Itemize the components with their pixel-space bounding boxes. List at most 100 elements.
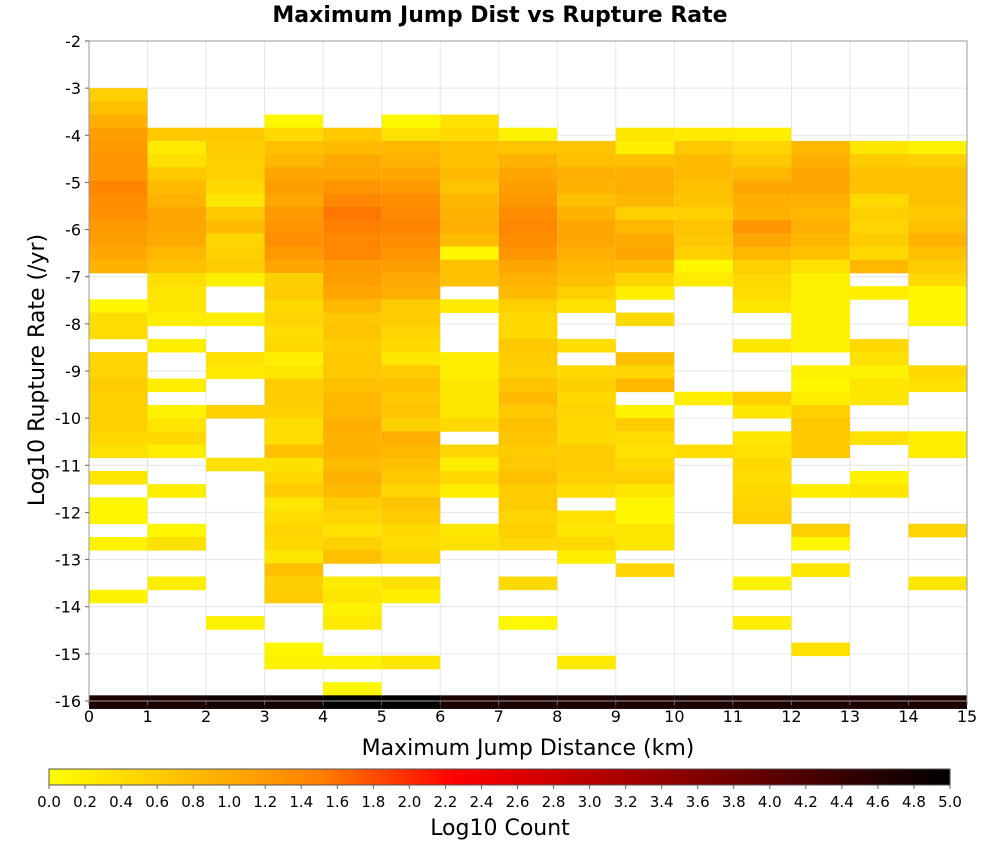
- heatmap-cell: [732, 484, 792, 498]
- heatmap-cell: [498, 523, 558, 538]
- heatmap-cell: [323, 616, 382, 630]
- heatmap-cell: [732, 470, 792, 485]
- heatmap-cell: [908, 193, 967, 208]
- heatmap-cell: [557, 259, 616, 274]
- heatmap-cell: [557, 233, 616, 247]
- heatmap-cell: [791, 365, 850, 379]
- heatmap-cell: [791, 523, 850, 538]
- heatmap-cell: [323, 338, 382, 353]
- heatmap-cell: [147, 127, 207, 142]
- heatmap-cell: [498, 431, 558, 445]
- heatmap-cell: [264, 470, 324, 485]
- heatmap-cell: [615, 154, 675, 168]
- heatmap-cell: [557, 338, 616, 353]
- heatmap-cell: [674, 154, 733, 168]
- heatmap-cell: [440, 206, 499, 221]
- heatmap-cell: [89, 114, 148, 129]
- heatmap-cell: [557, 550, 616, 564]
- heatmap-cell: [557, 444, 616, 459]
- heatmap-cell: [498, 457, 558, 472]
- heatmap-cell: [674, 246, 733, 261]
- heatmap-cell: [908, 523, 967, 538]
- heatmap-cell: [264, 352, 324, 366]
- heatmap-cell: [498, 338, 558, 353]
- heatmap-cell: [440, 444, 499, 459]
- heatmap-cell: [615, 457, 675, 472]
- heatmap-cell: [498, 470, 558, 485]
- heatmap-cell: [323, 167, 382, 181]
- colorbar-ticks: 0.0 0.2 0.4 0.6 0.8 1.0 1.2 1.4 1.6 1.8 2.0 2.2 2.4 2…: [37, 785, 962, 811]
- heatmap-cell: [849, 246, 909, 261]
- heatmap-cell: [791, 167, 850, 181]
- heatmap-cell: [323, 470, 382, 485]
- heatmap-cell: [498, 299, 558, 313]
- x-axis-label: Maximum Jump Distance (km): [362, 736, 695, 761]
- heatmap-cell: [381, 589, 441, 604]
- heatmap-cell: [264, 299, 324, 313]
- heatmap-cell: [89, 220, 148, 234]
- heatmap-cell: [323, 140, 382, 155]
- heatmap-cell: [264, 378, 324, 393]
- y-tick-label: -4: [65, 126, 81, 145]
- heatmap-cell: [323, 352, 382, 366]
- heatmap-cell: [498, 154, 558, 168]
- heatmap-cell: [323, 299, 382, 313]
- heatmap-cell: [674, 127, 733, 142]
- heatmap-cell: [206, 180, 265, 195]
- heatmap-cell: [908, 444, 967, 459]
- heatmap-cell: [323, 497, 382, 511]
- heatmap-cell: [264, 180, 324, 195]
- heatmap-cell: [498, 352, 558, 366]
- heatmap-cell: [323, 246, 382, 261]
- heatmap-cell: [615, 246, 675, 261]
- heatmap-cell: [674, 391, 733, 406]
- heatmap-cell: [440, 523, 499, 538]
- heatmap-cell: [908, 286, 967, 300]
- heatmap-cell: [615, 140, 675, 155]
- heatmap-cell: [147, 206, 207, 221]
- y-tick-label: -12: [55, 503, 81, 522]
- heatmap-cell: [264, 404, 324, 419]
- colorbar-tick-label: 2.6: [506, 793, 530, 811]
- heatmap-cell: [732, 154, 792, 168]
- heatmap-cell: [791, 642, 850, 657]
- heatmap-cell: [147, 444, 207, 459]
- heatmap-cell: [615, 497, 675, 511]
- heatmap-cell: [147, 286, 207, 300]
- heatmap-cell: [849, 233, 909, 247]
- heatmap-cell: [264, 655, 324, 670]
- heatmap-cell: [791, 180, 850, 195]
- heatmap-cell: [381, 510, 441, 525]
- heatmap-cell: [732, 206, 792, 221]
- heatmap-cell: [615, 286, 675, 300]
- heatmap-cell: [732, 444, 792, 459]
- y-tick-label: -7: [65, 268, 81, 287]
- heatmap-cell: [381, 206, 441, 221]
- heatmap-cell: [264, 246, 324, 261]
- heatmap-cell: [323, 365, 382, 379]
- colorbar-tick-label: 4.8: [902, 793, 926, 811]
- colorbar-tick-label: 4.6: [866, 793, 890, 811]
- colorbar-tick-label: 1.0: [217, 793, 241, 811]
- colorbar-tick-label: 4.0: [758, 793, 782, 811]
- heatmap-cell: [89, 418, 148, 432]
- heatmap-cell: [498, 391, 558, 406]
- heatmap-cell: [323, 431, 382, 445]
- y-tick-label: -6: [65, 221, 81, 240]
- heatmap-cell: [323, 259, 382, 274]
- heatmap-cell: [323, 589, 382, 604]
- heatmap-cell: [323, 233, 382, 247]
- heatmap-cell: [674, 233, 733, 247]
- heatmap-cell: [557, 220, 616, 234]
- x-tick-label: 12: [781, 707, 801, 726]
- heatmap-cell: [264, 220, 324, 234]
- heatmap-cell: [557, 457, 616, 472]
- x-tick-label: 10: [664, 707, 684, 726]
- heatmap-cell: [674, 180, 733, 195]
- heatmap-cell: [264, 431, 324, 445]
- heatmap-cell: [908, 272, 967, 287]
- heatmap-cell: [615, 352, 675, 366]
- heatmap-cell: [440, 154, 499, 168]
- heatmap-cell: [791, 444, 850, 459]
